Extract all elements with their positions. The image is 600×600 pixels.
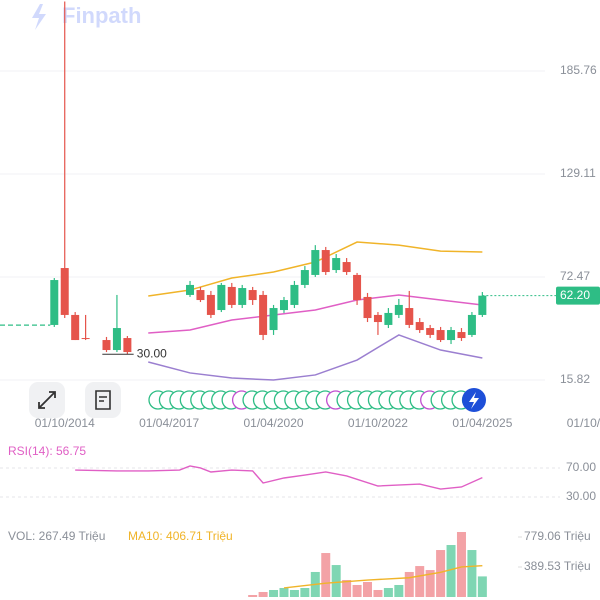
- x-tick-label: 01/10/2: [567, 416, 600, 430]
- band-line: [148, 294, 483, 334]
- button-bg[interactable]: [85, 382, 121, 418]
- panel-title: RSI(14): 56.75: [8, 444, 86, 458]
- volume-bar: [467, 550, 477, 597]
- volume-bar: [456, 532, 466, 597]
- candle-body: [332, 258, 341, 271]
- volume-bar: [269, 589, 279, 597]
- logo: Finpath: [32, 3, 141, 30]
- y-tick-label: 129.11: [560, 166, 596, 180]
- candle-body: [123, 338, 132, 353]
- event-row: [148, 388, 486, 412]
- band-line: [148, 334, 483, 381]
- panel-title: VOL: 267.49 Triệu: [8, 529, 105, 543]
- volume-bar: [289, 589, 299, 597]
- volume-bar: [394, 584, 404, 597]
- volume-bar: [248, 594, 258, 597]
- candle-body: [206, 294, 215, 315]
- candle-body: [186, 284, 195, 295]
- volume-bar: [415, 566, 425, 597]
- candle-body: [457, 332, 466, 339]
- candle-body: [300, 270, 309, 285]
- note-button[interactable]: [85, 382, 121, 418]
- candle-body: [478, 295, 487, 315]
- event-active-icon: [469, 392, 479, 409]
- candle-body: [50, 280, 59, 325]
- volume-bar: [331, 565, 341, 597]
- min-marker-label: 30.00: [137, 346, 167, 360]
- candle-body: [321, 250, 330, 273]
- candle-body: [384, 312, 393, 325]
- candle-body: [112, 328, 121, 351]
- candle-body: [353, 274, 362, 301]
- candle-body: [426, 328, 435, 335]
- y-tick-label: 72.47: [560, 269, 590, 283]
- x-tick-label: 01/04/2025: [452, 416, 512, 430]
- candle-body: [373, 314, 382, 323]
- candle-body: [259, 294, 268, 335]
- ma-line: [283, 564, 483, 589]
- candle-body: [447, 330, 456, 341]
- y-tick-label: 389.53 Triệu: [524, 559, 591, 573]
- candle-body: [405, 308, 414, 325]
- x-tick-label: 01/04/2017: [139, 416, 199, 430]
- logo-icon: [32, 4, 46, 30]
- x-tick-label: 01/10/2014: [35, 416, 95, 430]
- volume-bar: [436, 550, 446, 597]
- candle-body: [436, 330, 445, 341]
- y-tick-label: 15.82: [560, 372, 590, 386]
- y-tick-label: 70.00: [566, 460, 596, 474]
- candle-body: [279, 300, 288, 311]
- candle-body: [467, 314, 476, 335]
- y-tick-label: 30.00: [566, 489, 596, 503]
- volume-bar: [352, 584, 362, 597]
- candle-body: [363, 296, 372, 319]
- candle-body: [196, 290, 205, 301]
- candle-body: [415, 322, 424, 331]
- volume-bar: [279, 587, 289, 597]
- candle-body: [227, 286, 236, 305]
- y-tick-label: 185.76: [560, 63, 597, 77]
- expand-button[interactable]: [29, 382, 65, 418]
- candle-body: [248, 290, 257, 301]
- last-price-label: 62.20: [560, 288, 590, 302]
- volume-bar: [363, 581, 373, 597]
- volume-bar: [373, 589, 383, 597]
- volume-bar: [321, 553, 331, 597]
- volume-bar: [404, 571, 414, 597]
- candle-body: [269, 308, 278, 331]
- ma-label: MA10: 406.71 Triệu: [128, 529, 233, 543]
- volume-bar: [477, 576, 487, 597]
- candle-body: [342, 262, 351, 273]
- x-tick-label: 01/04/2020: [244, 416, 304, 430]
- candle-body: [60, 268, 69, 315]
- candle-body: [102, 340, 111, 351]
- volume-bar: [425, 570, 435, 597]
- volume-bar: [258, 591, 268, 597]
- y-tick-label: 779.06 Triệu: [524, 529, 591, 543]
- x-tick-label: 01/10/2022: [348, 416, 408, 430]
- volume-bar: [342, 579, 352, 597]
- candle-body: [238, 288, 247, 305]
- expand-icon: [38, 391, 56, 409]
- volume-bar: [383, 587, 393, 597]
- candle-body: [217, 284, 226, 311]
- candle-body: [81, 338, 90, 340]
- candle-body: [311, 250, 320, 275]
- rsi-line: [75, 465, 483, 490]
- logo-text: Finpath: [62, 3, 141, 28]
- volume-bar: [300, 587, 310, 597]
- last-price-box: [556, 286, 600, 305]
- volume-bar: [446, 545, 456, 597]
- note-icon: [95, 390, 111, 410]
- candle-body: [394, 304, 403, 315]
- candle-body: [71, 314, 80, 341]
- candle-body: [290, 284, 299, 305]
